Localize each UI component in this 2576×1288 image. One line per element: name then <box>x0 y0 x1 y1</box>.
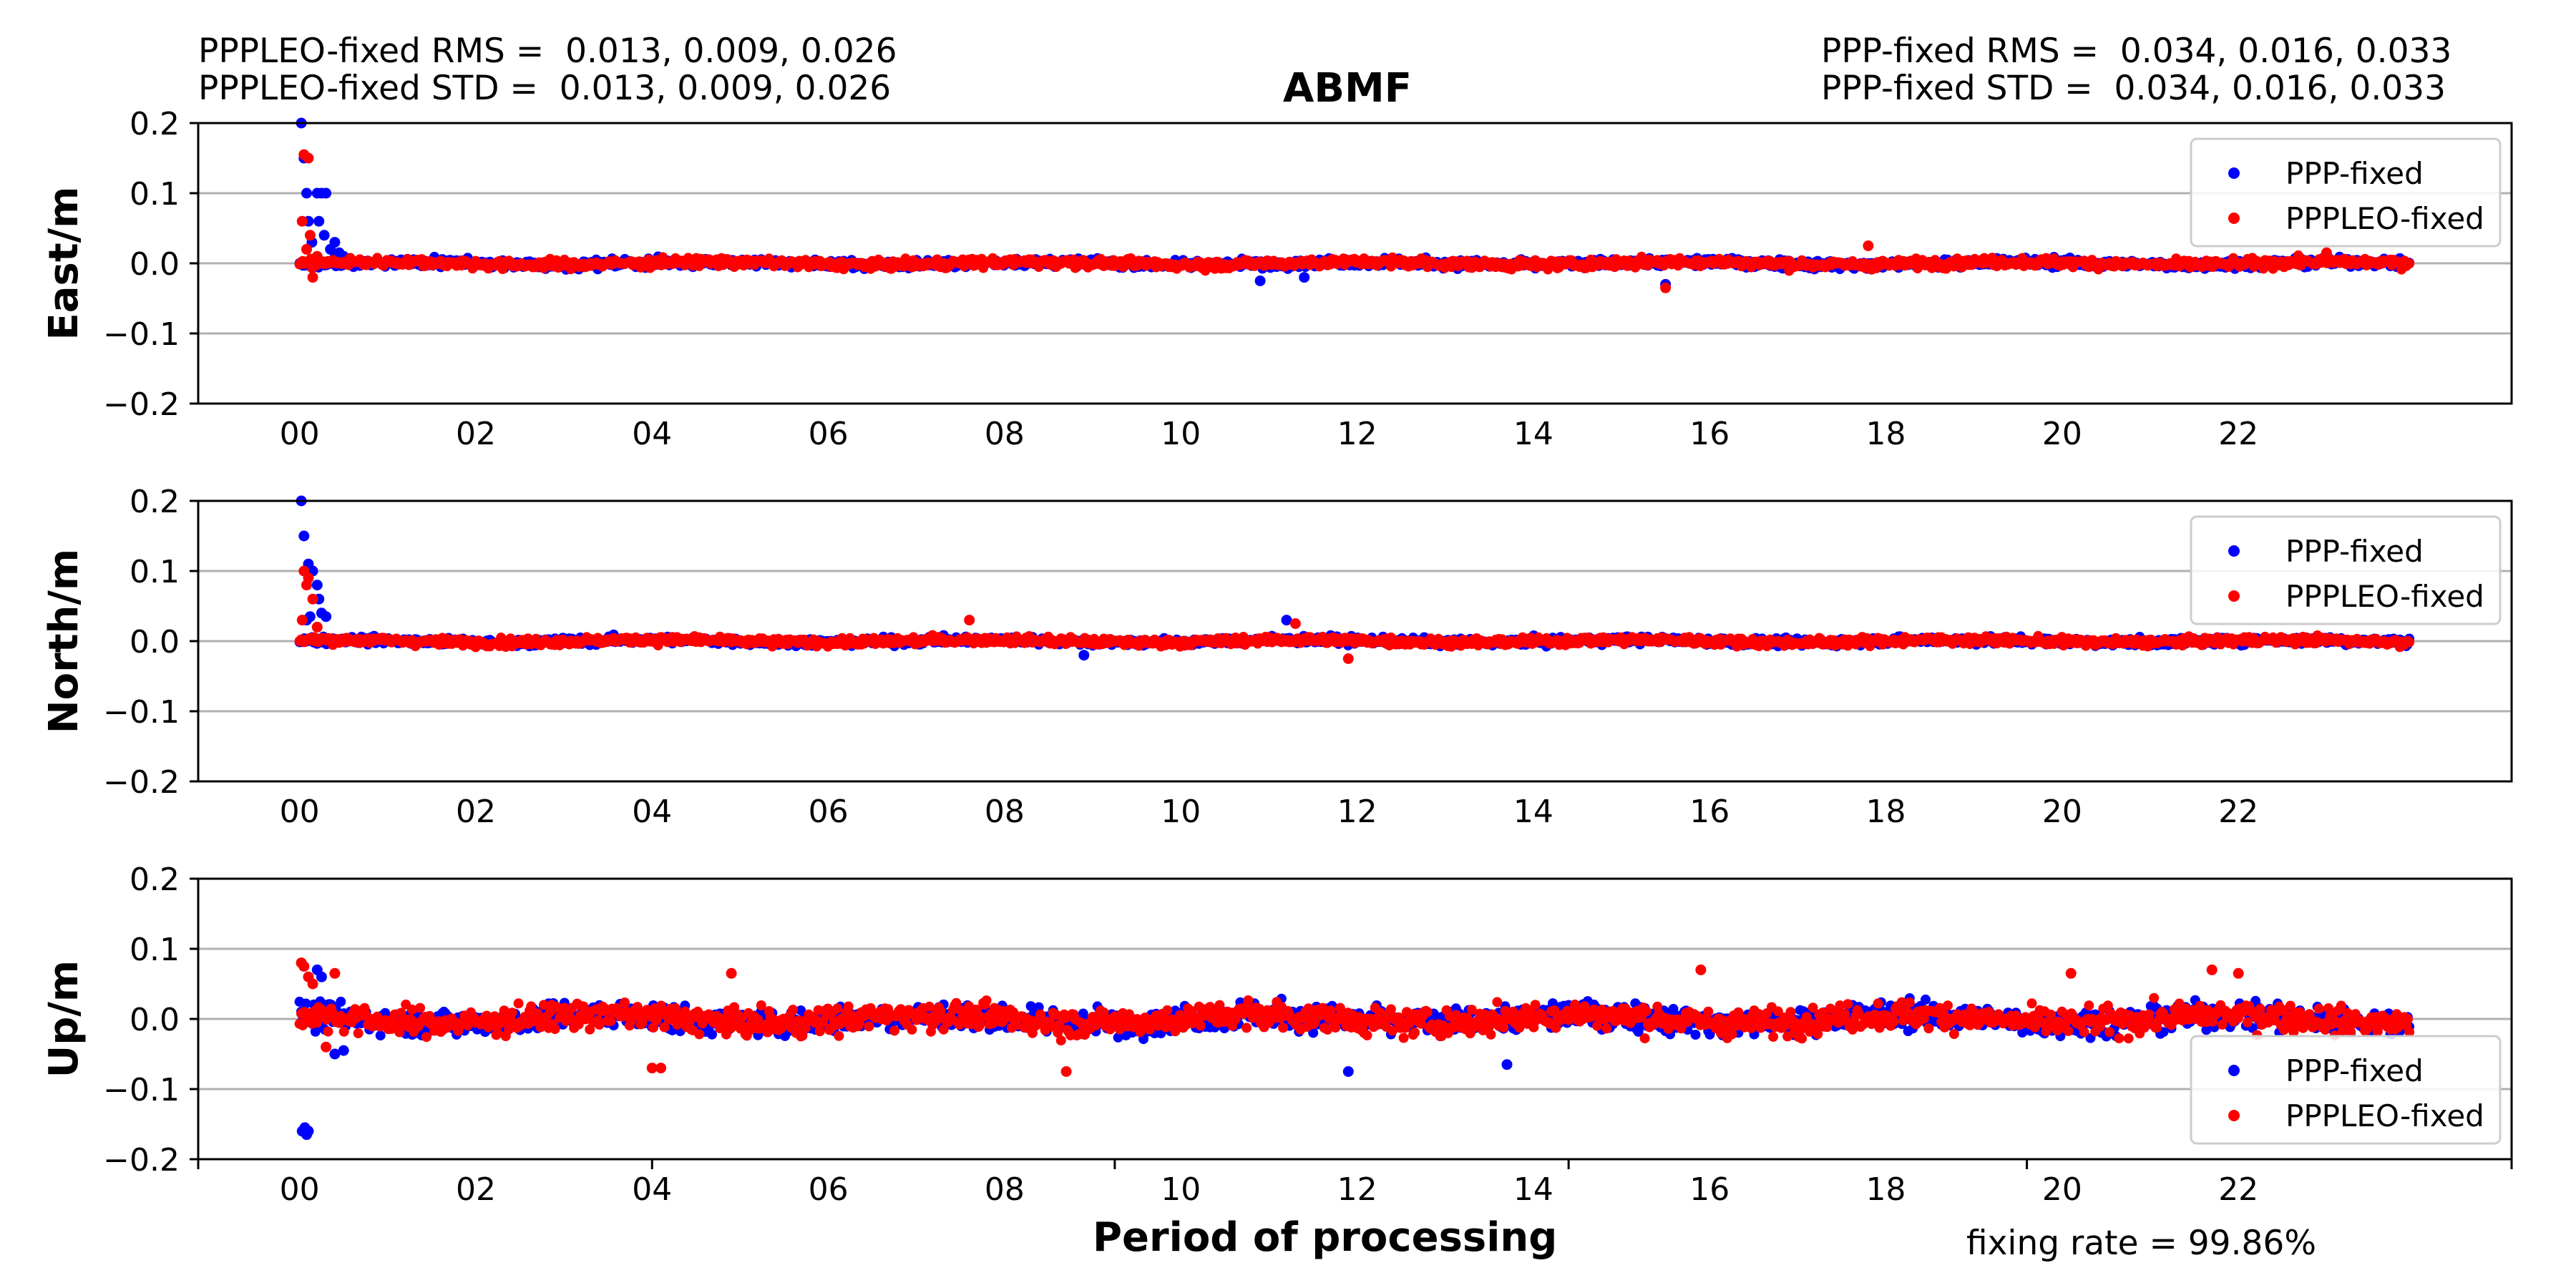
data-point <box>301 243 312 255</box>
series-pppleo-fixed <box>294 149 2415 293</box>
data-point <box>307 272 318 283</box>
data-point <box>1078 650 1090 661</box>
y-tick-label: 0.1 <box>130 554 180 590</box>
x-tick-label: 04 <box>632 794 672 830</box>
y-axis-label: East/m <box>41 187 87 341</box>
x-tick-label: 18 <box>1866 416 1906 452</box>
legend-box <box>2190 137 2502 248</box>
x-tick-label: 10 <box>1161 416 1201 452</box>
data-point <box>321 187 332 199</box>
panel-1: 0.2 0.1 0.0 −0.1 −0.2 00 02 04 06 08 10 12 14 16 18 20 2… <box>41 106 2513 452</box>
x-tick-label: 18 <box>1866 794 1906 830</box>
legend-marker <box>2228 167 2240 179</box>
scatter-layer <box>294 495 2415 664</box>
x-tick-label: 00 <box>280 794 320 830</box>
x-tick-label: 08 <box>985 794 1025 830</box>
data-point <box>1254 275 1266 286</box>
data-point <box>1660 282 1672 293</box>
data-point <box>301 187 312 199</box>
x-tick-label: 16 <box>1689 416 1729 452</box>
x-tick-label: 10 <box>1161 794 1201 830</box>
x-tick-label: 02 <box>456 416 496 452</box>
data-point <box>298 530 310 542</box>
data-point <box>311 580 323 591</box>
data-point <box>1281 615 1292 626</box>
data-point <box>1863 240 1874 251</box>
legend-label: PPPLEO-fixed <box>2285 201 2484 236</box>
x-tick-label: 14 <box>1513 416 1553 452</box>
scatter-layer <box>294 117 2415 293</box>
data-point <box>321 611 332 623</box>
data-point <box>318 230 330 241</box>
y-axis-label: North/m <box>41 549 87 733</box>
series-pppleo-fixed <box>294 565 2415 664</box>
y-tick-label: 0.0 <box>130 246 180 283</box>
data-point <box>311 250 323 262</box>
x-tick-label: 14 <box>1513 794 1553 830</box>
legend-label: PPP-fixed <box>2285 156 2424 191</box>
x-tick-label: 20 <box>2042 794 2082 830</box>
x-tick-label: 16 <box>1689 794 1729 830</box>
data-point <box>304 230 316 241</box>
panel-2: 0.2 0.1 0.0 −0.1 −0.2 00 02 04 06 08 10 12 14 16 18 20 2… <box>41 484 2513 830</box>
data-point <box>329 237 341 248</box>
x-tick-label: 00 <box>280 416 320 452</box>
x-tick-label: 02 <box>456 794 496 830</box>
data-point <box>303 152 314 164</box>
legend: PPP-fixed PPPLEO-fixed <box>2190 137 2502 248</box>
x-tick-label: 20 <box>2042 416 2082 452</box>
data-point <box>2404 258 2415 269</box>
x-tick-label: 12 <box>1337 794 1377 830</box>
data-point <box>2321 247 2332 258</box>
data-point <box>1299 272 1310 283</box>
x-tick-label: 22 <box>2218 794 2258 830</box>
y-tick-label: 0.2 <box>130 484 180 520</box>
x-tick-label: 06 <box>809 416 849 452</box>
y-tick-label: 0.2 <box>130 106 180 142</box>
data-point <box>313 215 325 227</box>
y-tick-label: −0.2 <box>103 764 180 801</box>
x-tick-label: 22 <box>2218 416 2258 452</box>
x-tick-label: 04 <box>632 416 672 452</box>
axes-frame <box>197 122 2513 405</box>
y-tick-label: 0.1 <box>130 176 180 213</box>
y-tick-label: −0.1 <box>103 694 180 731</box>
x-tick-label: 06 <box>809 794 849 830</box>
data-point <box>296 215 308 227</box>
y-tick-label: 0.0 <box>130 624 180 660</box>
y-tick-label: −0.1 <box>103 316 180 353</box>
x-tick-label: 08 <box>985 416 1025 452</box>
legend-marker <box>2228 213 2240 224</box>
x-tick-label: 12 <box>1337 416 1377 452</box>
y-tick-label: −0.2 <box>103 386 180 423</box>
